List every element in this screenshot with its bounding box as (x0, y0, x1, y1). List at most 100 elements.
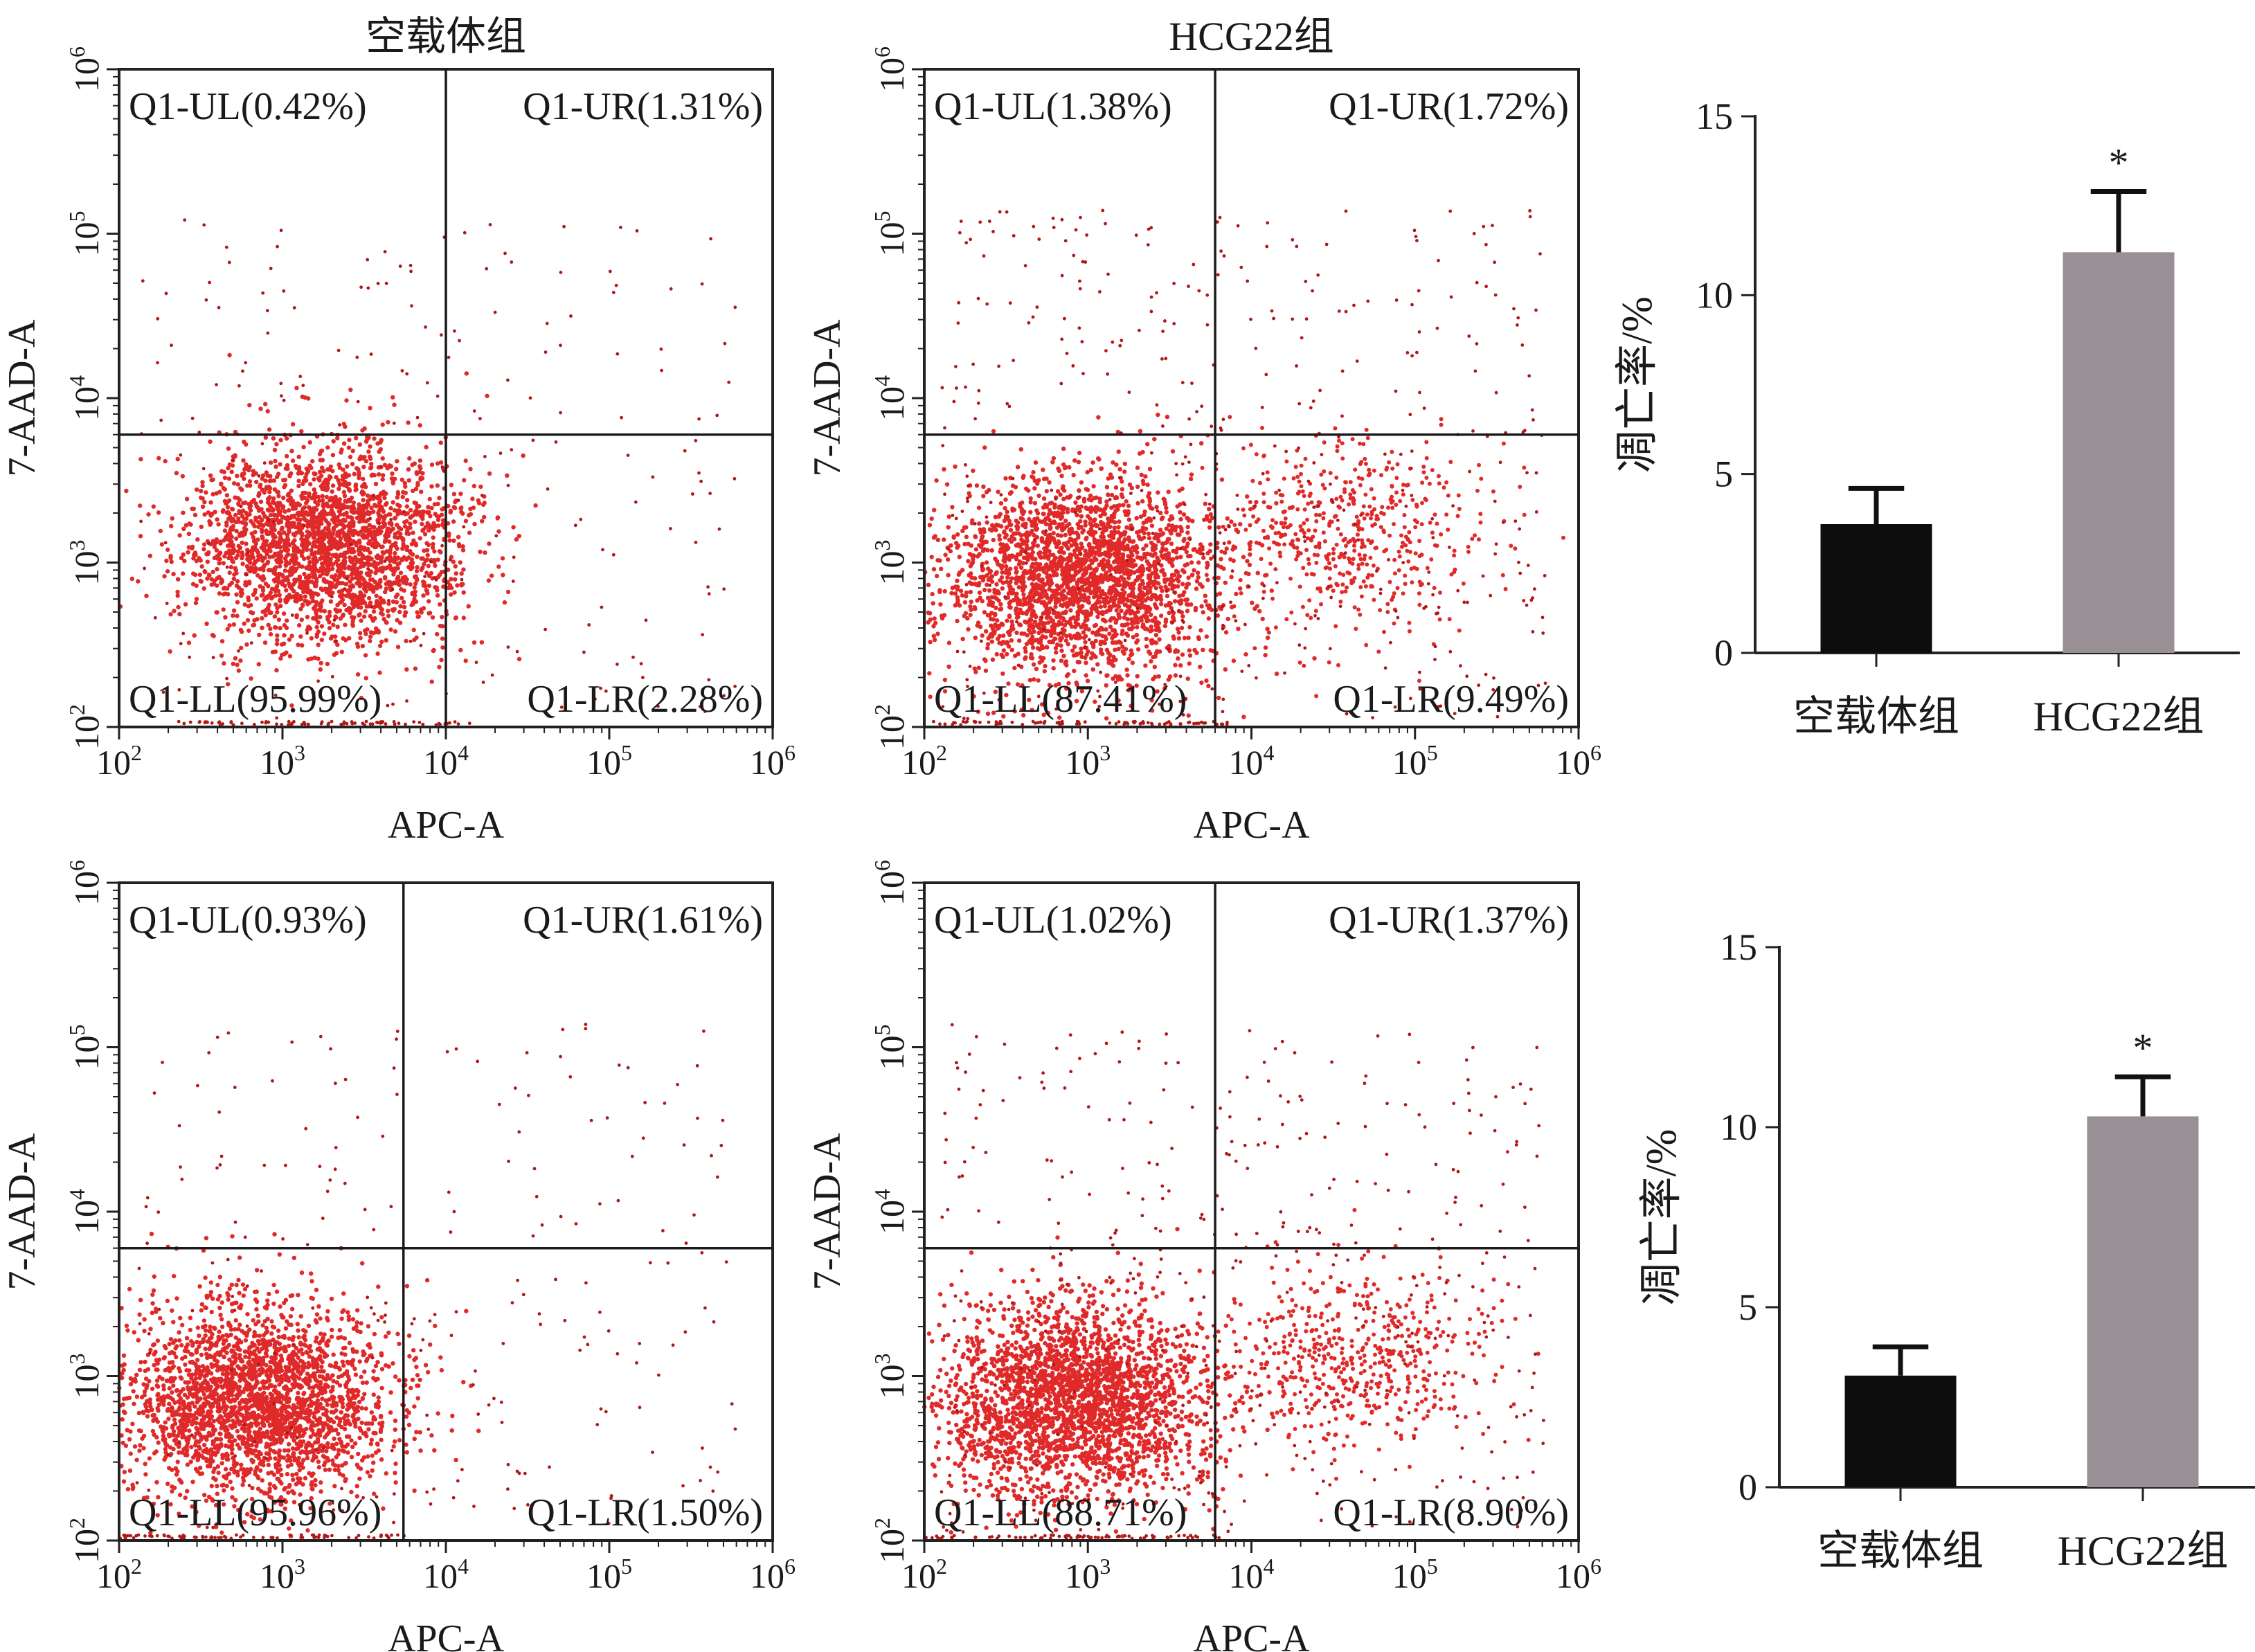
data-point (270, 508, 275, 513)
data-point (1138, 429, 1143, 433)
data-point (957, 603, 962, 608)
data-point (255, 537, 260, 542)
data-point (401, 490, 406, 495)
data-point (995, 618, 1000, 623)
data-point (363, 580, 368, 585)
data-point (1104, 503, 1109, 508)
data-point (361, 614, 367, 619)
data-point (296, 483, 301, 489)
y-tick-exponent: 6 (64, 46, 89, 57)
data-point (1116, 530, 1121, 535)
data-point (1106, 516, 1111, 521)
x-tick-base: 10 (586, 743, 621, 782)
data-point (327, 626, 332, 631)
data-point (294, 598, 299, 603)
data-point (330, 453, 336, 458)
data-point (248, 560, 253, 565)
data-point (146, 512, 151, 517)
data-point (429, 679, 434, 684)
data-point (244, 462, 249, 467)
data-point (1090, 523, 1095, 528)
data-point (250, 611, 255, 616)
data-point (1206, 683, 1211, 688)
data-point (350, 568, 355, 573)
data-point (206, 572, 212, 577)
data-point (1068, 608, 1073, 613)
data-point (415, 565, 420, 570)
data-point (601, 548, 604, 552)
data-point (1183, 563, 1187, 568)
data-point (1265, 635, 1270, 640)
data-point (418, 477, 423, 482)
data-point (251, 623, 255, 628)
data-point (320, 494, 325, 499)
data-point (1176, 532, 1180, 537)
data-point (191, 506, 196, 512)
data-point (294, 593, 298, 598)
data-point (244, 442, 249, 447)
data-point (384, 620, 389, 625)
data-point (992, 595, 998, 600)
data-point (401, 579, 406, 584)
x-tick-base: 10 (423, 743, 458, 782)
data-point (380, 477, 385, 482)
data-point (611, 553, 616, 557)
data-point (960, 636, 965, 642)
data-point (174, 471, 179, 476)
data-point (326, 523, 331, 528)
data-point (626, 454, 630, 457)
data-point (380, 422, 385, 427)
data-point (1199, 441, 1204, 446)
data-point (335, 546, 341, 551)
data-point (372, 436, 377, 441)
data-point (1196, 560, 1201, 565)
data-point (1036, 478, 1041, 483)
data-point (1147, 589, 1153, 594)
data-point (343, 587, 346, 591)
data-point (1095, 614, 1100, 620)
data-point (262, 548, 268, 554)
data-point (966, 559, 971, 564)
data-point (489, 573, 494, 578)
data-point (265, 309, 269, 312)
data-point (168, 649, 172, 654)
quadrant-label-lr: Q1-LR(2.28%) (527, 678, 763, 721)
data-point (1189, 602, 1194, 607)
data-point (203, 721, 207, 725)
data-point (212, 541, 217, 546)
data-point (1036, 493, 1041, 499)
data-point (222, 469, 226, 474)
data-point (1045, 575, 1050, 580)
data-point (458, 560, 462, 565)
data-point (1032, 501, 1038, 505)
data-point (171, 571, 176, 577)
data-point (342, 557, 347, 563)
data-point (383, 576, 388, 581)
data-point (393, 629, 398, 634)
data-point (1055, 532, 1061, 538)
data-point (296, 643, 300, 647)
data-point (398, 571, 404, 575)
data-point (376, 282, 380, 285)
data-point (494, 534, 498, 538)
data-point (323, 555, 328, 559)
data-point (365, 584, 370, 589)
data-point (435, 631, 440, 637)
data-point (1189, 472, 1194, 477)
quadrant-label-ul: Q1-UL(0.42%) (129, 85, 367, 128)
data-point (368, 517, 372, 521)
data-point (350, 449, 355, 454)
data-point (278, 438, 283, 442)
data-point (216, 522, 221, 527)
data-point (162, 574, 167, 579)
data-point (1159, 517, 1165, 521)
data-point (268, 631, 273, 637)
data-point (265, 473, 270, 478)
data-point (193, 600, 199, 606)
data-point (254, 479, 259, 485)
data-point (327, 474, 332, 479)
data-point (1028, 496, 1033, 501)
data-point (973, 636, 978, 640)
data-point (260, 592, 265, 598)
data-point (360, 643, 366, 649)
